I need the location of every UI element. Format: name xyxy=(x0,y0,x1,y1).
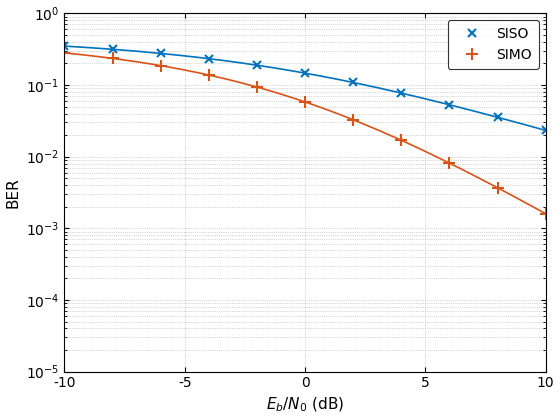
SISO xyxy=(302,71,309,76)
X-axis label: $E_b/N_0$ (dB): $E_b/N_0$ (dB) xyxy=(266,396,344,415)
SIMO xyxy=(350,117,357,122)
SIMO xyxy=(254,84,260,89)
SISO xyxy=(254,63,260,68)
SIMO xyxy=(61,50,68,55)
SIMO xyxy=(109,56,116,61)
SISO xyxy=(61,44,68,49)
SISO xyxy=(109,47,116,52)
SISO xyxy=(350,80,357,85)
Legend: SISO, SIMO: SISO, SIMO xyxy=(447,20,539,69)
SISO xyxy=(446,102,452,107)
SIMO xyxy=(302,100,309,105)
SISO xyxy=(157,51,164,56)
SISO xyxy=(494,115,501,120)
SIMO xyxy=(494,185,501,190)
Y-axis label: BER: BER xyxy=(6,177,21,208)
SIMO xyxy=(398,138,405,143)
SIMO xyxy=(206,73,212,78)
SIMO xyxy=(157,63,164,68)
SISO xyxy=(542,128,549,133)
SIMO xyxy=(542,211,549,216)
SIMO xyxy=(446,160,452,165)
SISO xyxy=(206,56,212,61)
Line: SIMO: SIMO xyxy=(59,47,551,219)
Line: SISO: SISO xyxy=(60,42,550,134)
SISO xyxy=(398,91,405,96)
